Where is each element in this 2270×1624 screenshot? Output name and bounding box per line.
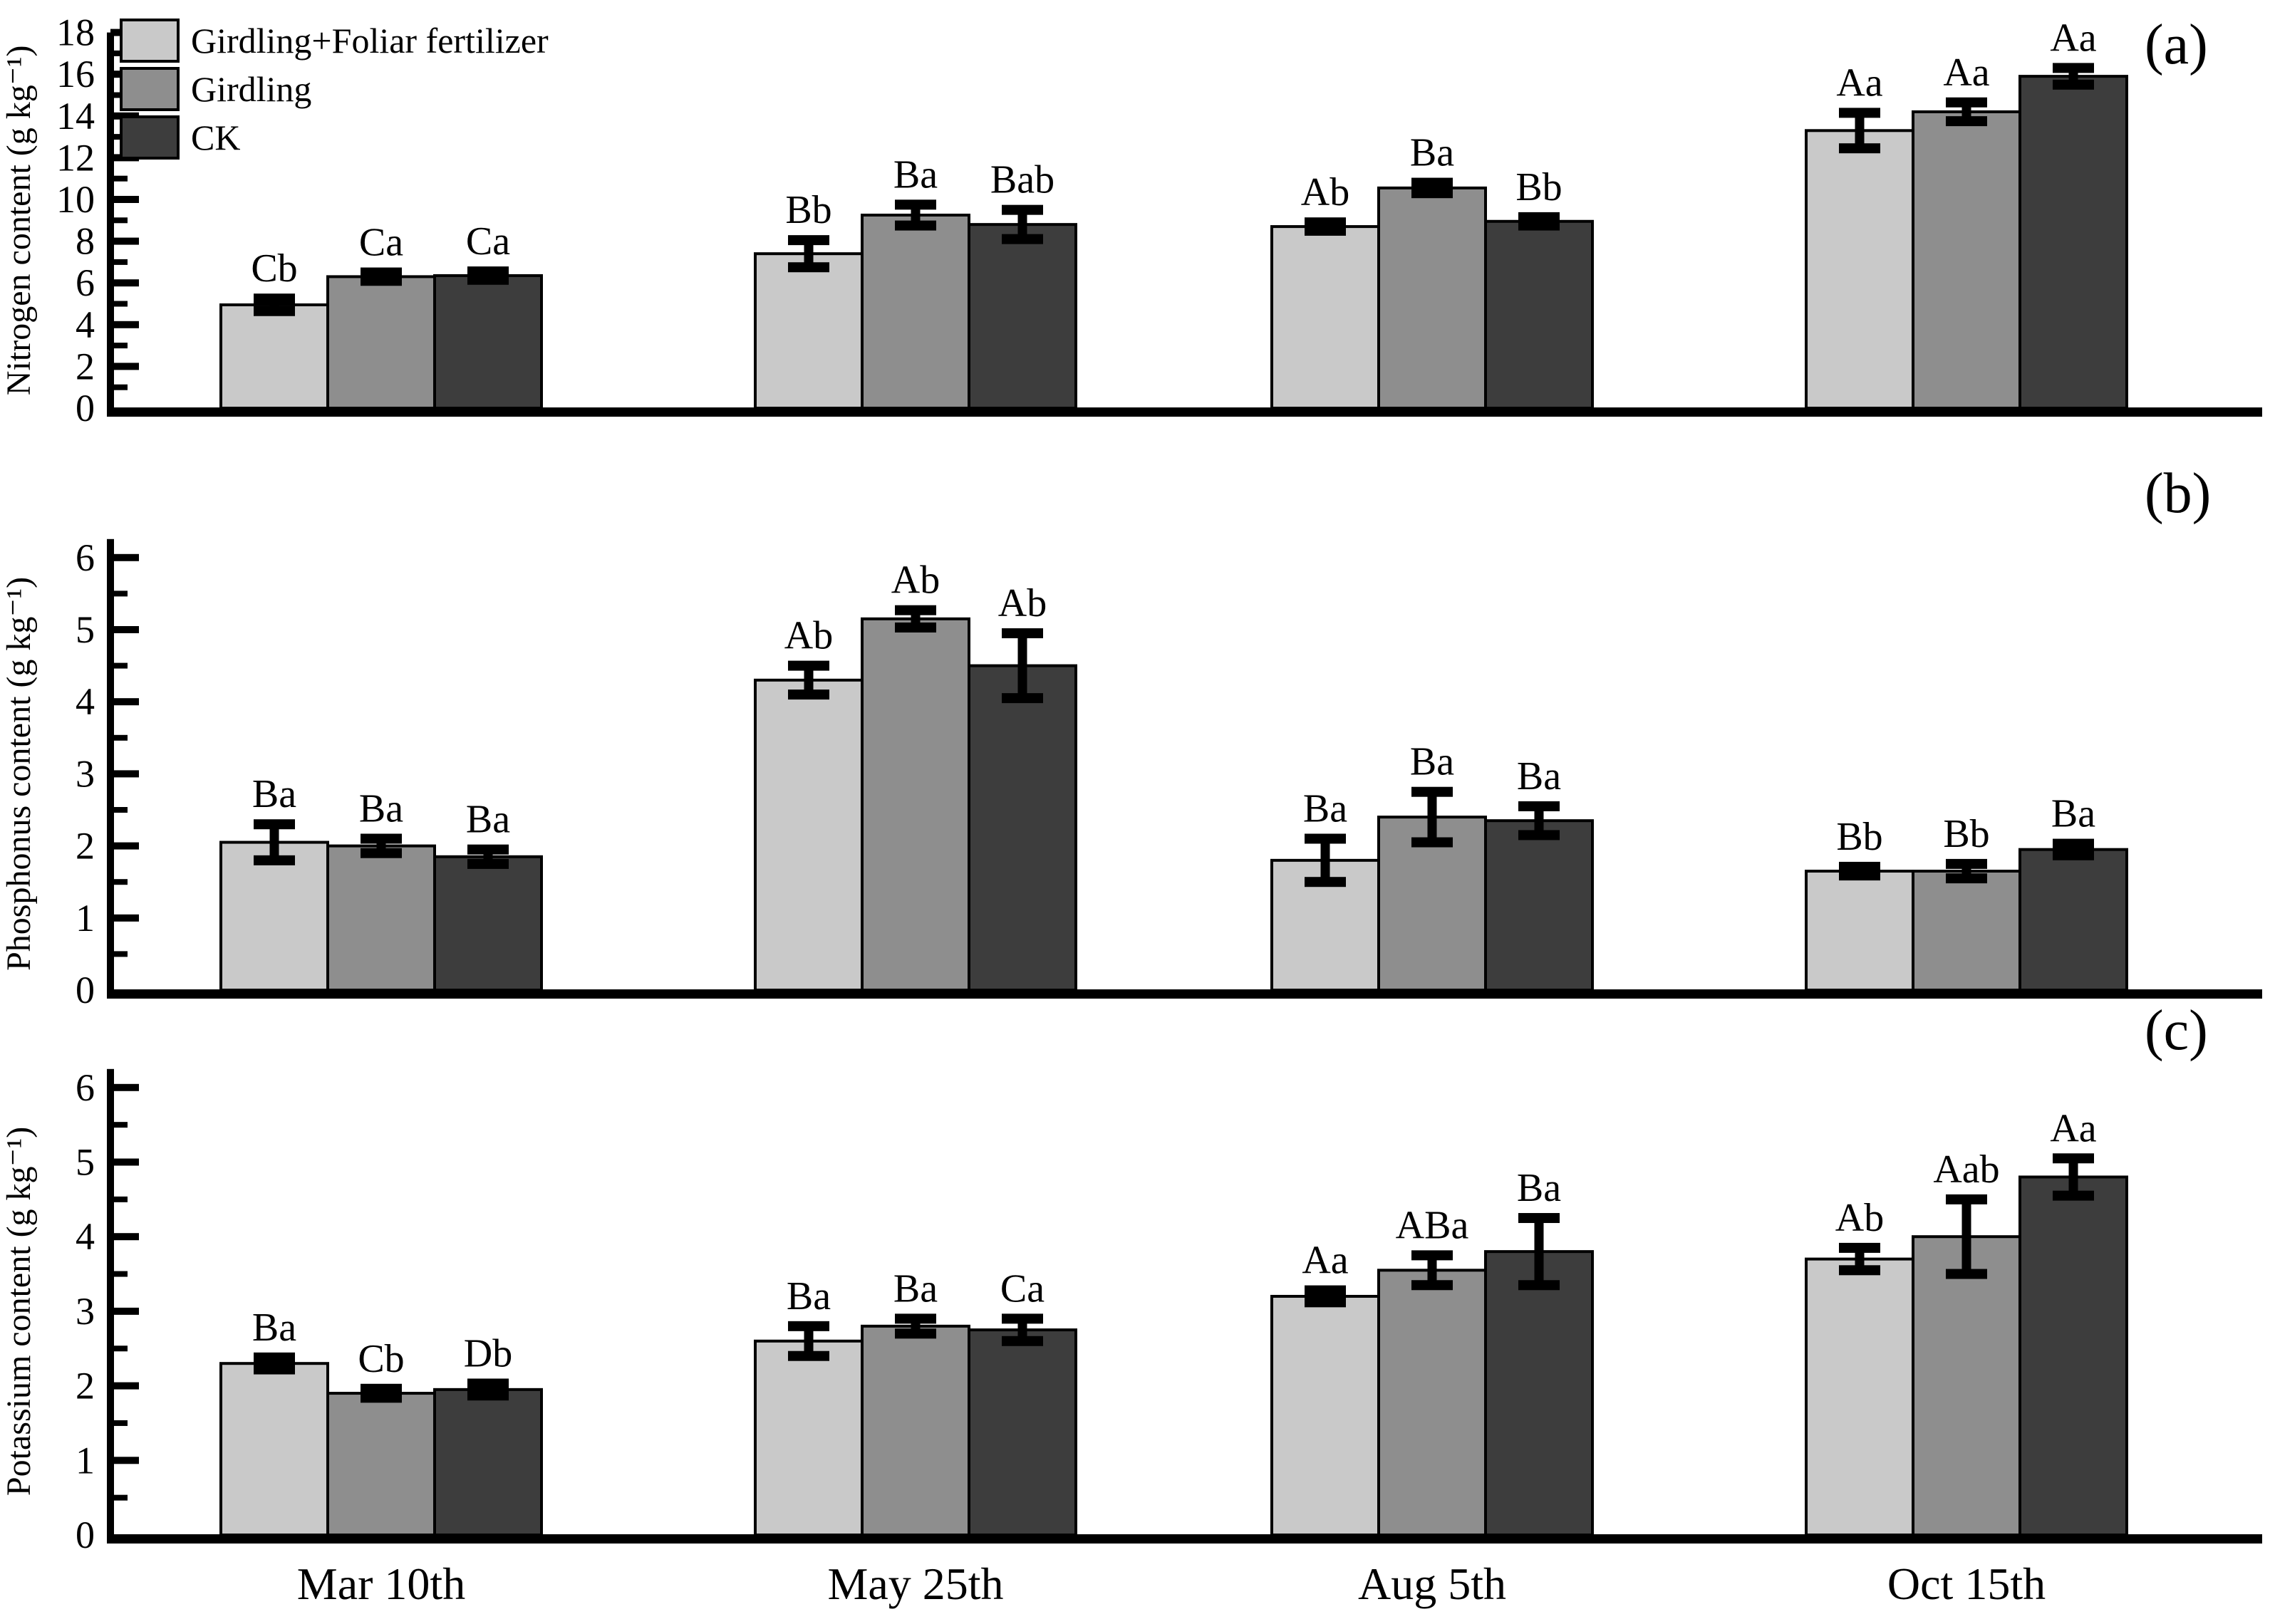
phosphorus-panel-chart: Ba Ab Ba Bb Ba Ab Ba Bb Ba Ab Ba Ba 0 1 2 3 4 5 6 Phosphonu… <box>0 536 2262 1011</box>
svg-text:18: 18 <box>56 11 95 54</box>
svg-text:Nitrogen content (g kg⁻¹): Nitrogen content (g kg⁻¹) <box>0 45 38 395</box>
svg-text:6: 6 <box>76 1066 95 1109</box>
svg-text:Ba: Ba <box>1303 786 1347 831</box>
svg-text:4: 4 <box>76 1215 95 1258</box>
svg-text:8: 8 <box>76 220 95 263</box>
svg-text:May 25th: May 25th <box>827 1558 1003 1609</box>
svg-text:Ba: Ba <box>1410 740 1454 784</box>
svg-text:5: 5 <box>76 608 95 651</box>
svg-text:0: 0 <box>76 387 95 430</box>
svg-text:Oct 15th: Oct 15th <box>1887 1558 2046 1609</box>
svg-text:CK: CK <box>191 118 240 157</box>
svg-text:1: 1 <box>76 1439 95 1482</box>
svg-text:4: 4 <box>76 303 95 346</box>
svg-text:Aa: Aa <box>1836 61 1882 105</box>
svg-text:14: 14 <box>56 95 95 137</box>
svg-text:Aug 5th: Aug 5th <box>1358 1558 1506 1609</box>
svg-text:Cb: Cb <box>251 246 297 291</box>
svg-text:2: 2 <box>76 345 95 387</box>
svg-text:Girdling+Foliar fertilizer: Girdling+Foliar fertilizer <box>191 21 549 61</box>
svg-text:Ab: Ab <box>1301 170 1349 214</box>
svg-text:Mar 10th: Mar 10th <box>297 1558 465 1609</box>
svg-text:Bb: Bb <box>1515 165 1562 209</box>
svg-text:2: 2 <box>76 1365 95 1407</box>
svg-text:12: 12 <box>56 136 95 179</box>
svg-text:3: 3 <box>76 752 95 795</box>
nitrogen-panel-chart: Cb Bb Ab Aa Ca Ba Ba Aa Ca Bab Bb Aa 024681012141618… <box>0 11 2262 430</box>
svg-text:Ba: Ba <box>466 798 510 842</box>
potassium-panel-chart: Ba Ba Aa Ab Cb Ba ABa Aab Db Ca Ba Aa 0 1 2 3 4 5 6 Potassi… <box>0 1066 2262 1609</box>
svg-text:Bb: Bb <box>1943 812 1989 856</box>
svg-text:Ba: Ba <box>893 152 938 197</box>
svg-text:Ba: Ba <box>1517 1166 1561 1210</box>
svg-text:Ab: Ab <box>1835 1196 1884 1240</box>
svg-text:Aa: Aa <box>1302 1239 1348 1283</box>
svg-text:2: 2 <box>76 825 95 868</box>
svg-text:10: 10 <box>56 178 95 221</box>
panel-c-label: (c) <box>2145 999 2208 1062</box>
svg-text:Ba: Ba <box>1517 754 1561 798</box>
svg-text:6: 6 <box>76 261 95 304</box>
panel-b-label: (b) <box>2145 462 2212 525</box>
svg-text:Aa: Aa <box>2050 16 2096 60</box>
svg-text:Cb: Cb <box>358 1337 404 1381</box>
svg-text:16: 16 <box>56 53 95 95</box>
svg-text:Ba: Ba <box>787 1274 831 1318</box>
svg-text:Ca: Ca <box>1000 1266 1045 1311</box>
svg-text:Ba: Ba <box>893 1266 938 1311</box>
svg-text:4: 4 <box>76 680 95 723</box>
svg-text:1: 1 <box>76 897 95 939</box>
svg-text:Ba: Ba <box>252 1306 296 1350</box>
svg-text:Aa: Aa <box>2050 1106 2096 1150</box>
svg-text:Ba: Ba <box>252 772 296 816</box>
svg-text:Ba: Ba <box>2051 792 2095 836</box>
svg-text:Aa: Aa <box>1943 51 1989 95</box>
svg-text:Girdling: Girdling <box>191 69 311 109</box>
svg-text:Ab: Ab <box>891 558 940 603</box>
svg-text:5: 5 <box>76 1141 95 1184</box>
svg-text:0: 0 <box>76 969 95 1011</box>
svg-text:Ba: Ba <box>359 786 403 831</box>
svg-text:Ab: Ab <box>998 581 1047 625</box>
panel-a-label: (a) <box>2145 14 2208 76</box>
svg-text:Ba: Ba <box>1410 131 1454 175</box>
svg-text:ABa: ABa <box>1396 1203 1469 1247</box>
svg-text:Aab: Aab <box>1933 1147 1999 1192</box>
svg-text:3: 3 <box>76 1290 95 1333</box>
svg-text:Bab: Bab <box>990 158 1054 202</box>
svg-text:Ca: Ca <box>359 221 403 265</box>
svg-text:6: 6 <box>76 536 95 579</box>
svg-text:Ca: Ca <box>466 219 510 264</box>
svg-text:0: 0 <box>76 1514 95 1556</box>
svg-text:Ab: Ab <box>784 614 833 658</box>
svg-text:Potassium content (g kg⁻¹): Potassium content (g kg⁻¹) <box>0 1127 38 1496</box>
svg-text:Db: Db <box>464 1331 512 1375</box>
svg-text:Bb: Bb <box>785 188 831 232</box>
svg-text:Bb: Bb <box>1836 815 1882 859</box>
svg-text:Phosphonus content (g kg⁻¹): Phosphonus content (g kg⁻¹) <box>0 577 38 971</box>
